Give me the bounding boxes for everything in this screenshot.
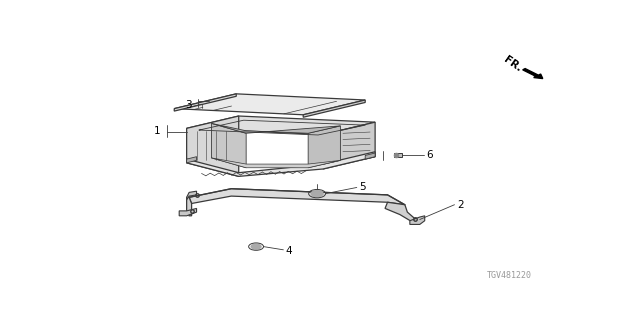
FancyArrow shape bbox=[523, 68, 543, 79]
Text: TGV481220: TGV481220 bbox=[486, 271, 532, 280]
Polygon shape bbox=[174, 94, 236, 111]
Polygon shape bbox=[410, 216, 425, 224]
Polygon shape bbox=[211, 124, 340, 133]
Circle shape bbox=[311, 191, 323, 196]
Polygon shape bbox=[323, 122, 375, 169]
Polygon shape bbox=[187, 116, 375, 134]
Polygon shape bbox=[189, 189, 405, 205]
Text: FR.: FR. bbox=[502, 55, 524, 74]
Text: 3: 3 bbox=[185, 100, 191, 110]
Polygon shape bbox=[394, 154, 403, 157]
Polygon shape bbox=[211, 158, 340, 168]
Text: 1: 1 bbox=[154, 126, 161, 136]
Text: 4: 4 bbox=[286, 246, 292, 256]
Text: 6: 6 bbox=[426, 150, 433, 160]
Polygon shape bbox=[174, 94, 365, 115]
Polygon shape bbox=[303, 100, 365, 117]
Polygon shape bbox=[187, 191, 196, 200]
Text: 2: 2 bbox=[457, 200, 463, 210]
Polygon shape bbox=[308, 126, 340, 168]
Polygon shape bbox=[365, 153, 375, 159]
Circle shape bbox=[251, 244, 261, 249]
Polygon shape bbox=[187, 157, 196, 163]
Polygon shape bbox=[211, 124, 246, 168]
Polygon shape bbox=[385, 202, 417, 222]
Polygon shape bbox=[187, 116, 239, 176]
Polygon shape bbox=[187, 152, 375, 176]
Text: 5: 5 bbox=[359, 182, 365, 192]
Polygon shape bbox=[179, 208, 196, 216]
Polygon shape bbox=[187, 197, 191, 216]
